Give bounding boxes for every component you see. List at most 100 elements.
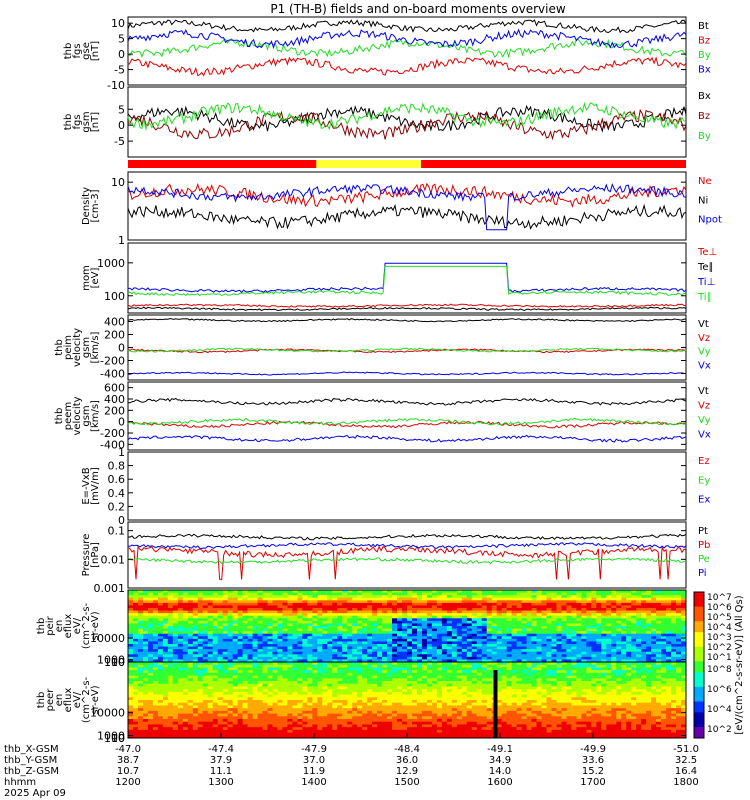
heatmap-cell (202, 651, 209, 655)
heatmap-cell (397, 732, 403, 736)
heatmap-cell (167, 691, 174, 696)
heatmap-cell (272, 592, 279, 596)
heatmap-cell (411, 610, 418, 614)
heatmap-cell (466, 626, 473, 630)
heatmap-cell (128, 651, 134, 655)
heatmap-cell (521, 608, 528, 612)
heatmap-cell (367, 702, 373, 707)
heatmap-cell (242, 700, 249, 704)
heatmap-cell (217, 729, 224, 734)
heatmap-cell (392, 656, 398, 661)
heatmap-cell (377, 590, 383, 594)
heatmap-cell (471, 631, 478, 635)
heatmap-cell (137, 620, 144, 625)
heatmap-cell (362, 633, 368, 637)
heatmap-cell (576, 623, 582, 627)
heatmap-cell (566, 620, 573, 625)
heatmap-cell (252, 628, 259, 632)
heatmap-cell (621, 631, 627, 635)
y-label-line: thb (36, 618, 47, 635)
heatmap-cell (441, 626, 448, 630)
heatmap-cell (357, 719, 363, 723)
heatmap-cell (392, 702, 398, 707)
heatmap-cells (128, 590, 686, 662)
heatmap-cell (217, 724, 224, 728)
heatmap-cell (506, 590, 513, 594)
heatmap-cell (352, 592, 358, 596)
heatmap-cell (496, 590, 503, 594)
heatmap-cell (197, 654, 204, 658)
heatmap-cell (197, 597, 204, 601)
heatmap-cell (242, 719, 249, 723)
heatmap-cell (367, 672, 373, 677)
heatmap-cell (157, 710, 164, 715)
heatmap-cell (322, 694, 328, 698)
heatmap-cell (157, 675, 164, 679)
heatmap-cell (347, 592, 353, 596)
heatmap-cell (531, 651, 538, 655)
heatmap-cell (556, 651, 563, 655)
heatmap-cell (282, 713, 289, 717)
heatmap-cell (317, 644, 323, 648)
heatmap-cell (646, 628, 652, 632)
heatmap-cell (327, 641, 333, 645)
heatmap-cell (362, 654, 368, 658)
heatmap-cell (292, 667, 298, 671)
heatmap-cell (312, 651, 318, 655)
heatmap-cell (222, 600, 229, 604)
heatmap-cell (172, 662, 179, 666)
heatmap-cell (307, 613, 313, 617)
y-tick-label: 0.2 (108, 500, 126, 513)
heatmap-cell (402, 623, 408, 627)
y-label-line: Pressure (81, 534, 92, 577)
heatmap-cell (252, 662, 259, 666)
heatmap-cell (411, 623, 418, 627)
heatmap-cell (646, 610, 652, 614)
y-tick-label: -5 (114, 135, 125, 148)
heatmap-cell (342, 691, 348, 696)
heatmap-cell (197, 605, 204, 609)
heatmap-cell (651, 638, 657, 643)
heatmap-cell (551, 620, 558, 625)
heatmap-cell (362, 592, 368, 596)
heatmap-cell (242, 667, 249, 671)
heatmap-cell (192, 702, 199, 707)
heatmap-cell (392, 633, 398, 637)
heatmap-cell (152, 646, 159, 650)
heatmap-cell (182, 592, 189, 596)
heatmap-cell (177, 633, 184, 637)
heatmap-cell (411, 719, 418, 723)
heatmap-cell (277, 675, 284, 679)
heatmap-cell (202, 628, 209, 632)
heatmap-cell (387, 694, 393, 698)
heatmap-cell (132, 590, 139, 594)
heatmap-cell (681, 654, 686, 658)
heatmap-cell (402, 600, 408, 604)
heatmap-cell (347, 615, 353, 619)
heatmap-cell (636, 641, 642, 645)
heatmap-cell (641, 613, 647, 617)
heatmap-cell (227, 735, 234, 738)
heatmap-cell (641, 608, 647, 612)
heatmap-cell (242, 620, 249, 625)
heatmap-cell (292, 686, 298, 690)
heatmap-cell (372, 649, 378, 653)
heatmap-cell (202, 618, 209, 622)
heatmap-cell (162, 681, 169, 685)
heatmap-cell (252, 670, 259, 674)
heatmap-cell (546, 644, 553, 648)
heatmap-cell (302, 683, 308, 688)
heatmap-cell (332, 631, 338, 635)
heatmap-cell (252, 605, 259, 609)
heatmap-cell (586, 592, 592, 596)
heatmap-cell (352, 654, 358, 658)
heatmap-cell (506, 654, 513, 658)
heatmap-cell (382, 702, 388, 707)
heatmap-cell (317, 638, 323, 643)
heatmap-cell (227, 641, 234, 645)
heatmap-cell (237, 727, 244, 731)
heatmap-cell (137, 646, 144, 650)
heatmap-cell (526, 644, 533, 648)
heatmap-cell (441, 628, 448, 632)
heatmap-cell (411, 618, 418, 622)
